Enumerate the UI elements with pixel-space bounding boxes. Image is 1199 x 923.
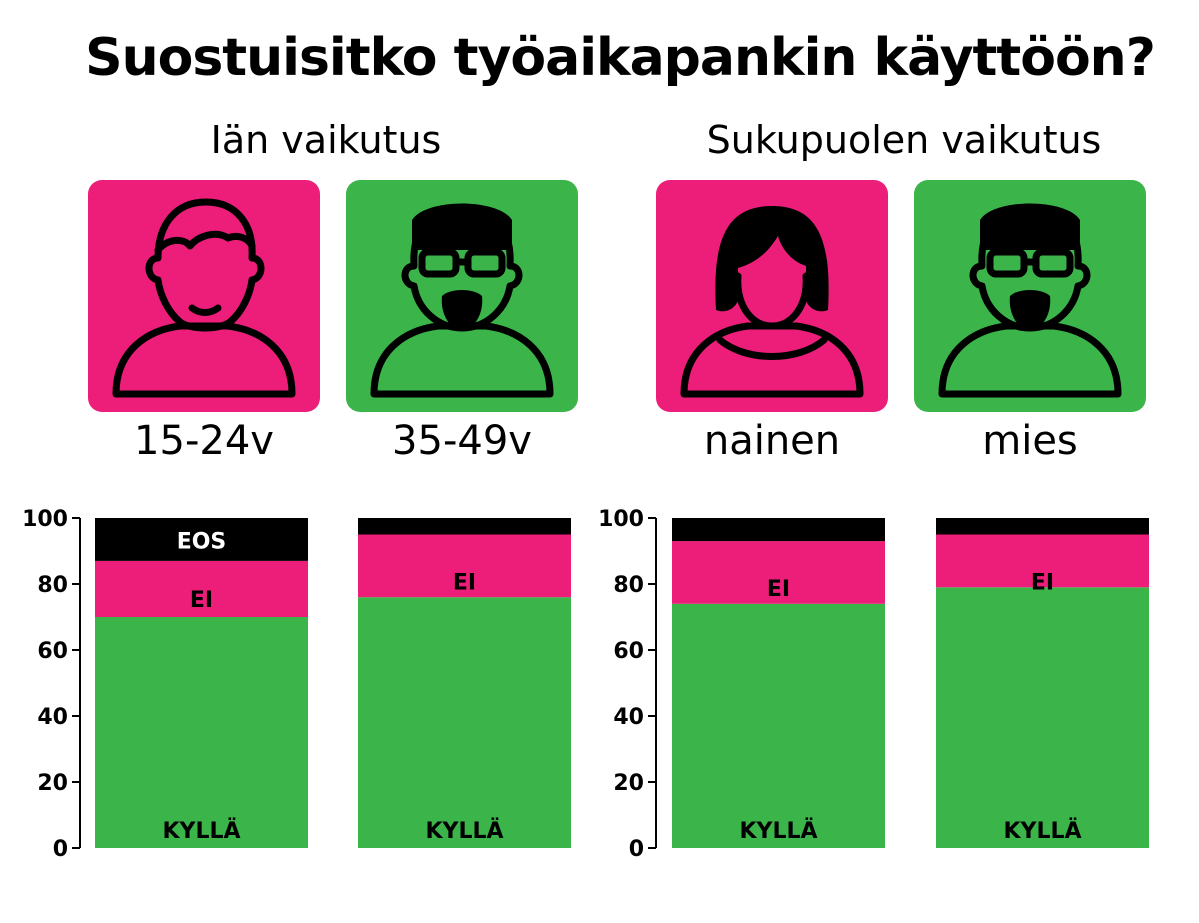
group-label-35-49v: 35-49v xyxy=(392,418,532,464)
bar-segment-kyllä xyxy=(936,587,1149,848)
bar-segment-ei xyxy=(95,560,308,617)
bar-segment-eos xyxy=(95,518,308,561)
section-title-gender: Sukupuolen vaikutus xyxy=(706,118,1102,162)
bar-segment-ei xyxy=(358,534,571,598)
group-label-mies: mies xyxy=(982,418,1078,464)
bar-label-ei: EI xyxy=(1031,571,1054,596)
tile-35-49v xyxy=(346,180,578,412)
axis-left-tick-label: 40 xyxy=(37,705,68,730)
bar-segment-kyllä xyxy=(358,597,571,848)
group-label-nainen: nainen xyxy=(703,418,841,464)
bar-segment-ei xyxy=(672,541,885,604)
axis-left-tick-label: 0 xyxy=(53,837,68,862)
bar-segment-eos xyxy=(672,518,885,542)
axis-left-tick-label: 20 xyxy=(37,771,68,796)
woman-icon xyxy=(680,206,864,398)
bearded-man-glasses-icon xyxy=(938,203,1122,398)
tile-mies xyxy=(914,180,1146,412)
axis-left-tick-label: 60 xyxy=(37,639,68,664)
bar-label-kyllä: KYLLÄ xyxy=(162,818,240,844)
bar-segment-eos xyxy=(358,518,571,535)
bar-label-kyllä: KYLLÄ xyxy=(739,818,817,844)
bar-segment-kyllä xyxy=(672,603,885,848)
tile-nainen xyxy=(656,180,888,412)
axis-right-tick-label: 0 xyxy=(629,837,644,862)
section-title-age: Iän vaikutus xyxy=(210,118,442,162)
bar-segment-eos xyxy=(936,518,1149,535)
bar-label-kyllä: KYLLÄ xyxy=(425,818,503,844)
bar-label-ei: EI xyxy=(453,571,476,596)
axis-right-tick-label: 80 xyxy=(613,573,644,598)
bar-label-kyllä: KYLLÄ xyxy=(1003,818,1081,844)
bar-label-eos: EOS xyxy=(177,529,227,554)
young-person-icon xyxy=(112,198,296,398)
bearded-man-glasses-icon xyxy=(370,203,554,398)
page-title: Suostuisitko työaikapankin käyttöön? xyxy=(85,28,1156,88)
group-label-15-24v: 15-24v xyxy=(134,418,274,464)
bar-segment-ei xyxy=(936,534,1149,588)
tile-15-24v xyxy=(88,180,320,412)
axis-right-tick-label: 60 xyxy=(613,639,644,664)
axis-right-tick-label: 40 xyxy=(613,705,644,730)
bar-label-ei: EI xyxy=(190,588,213,613)
bar-segment-kyllä xyxy=(95,617,308,848)
axis-right-tick-label: 20 xyxy=(613,771,644,796)
axis-left-tick-label: 80 xyxy=(37,573,68,598)
axis-right-tick-label: 100 xyxy=(598,507,644,532)
axis-left-tick-label: 100 xyxy=(22,507,68,532)
bar-label-ei: EI xyxy=(767,577,790,602)
